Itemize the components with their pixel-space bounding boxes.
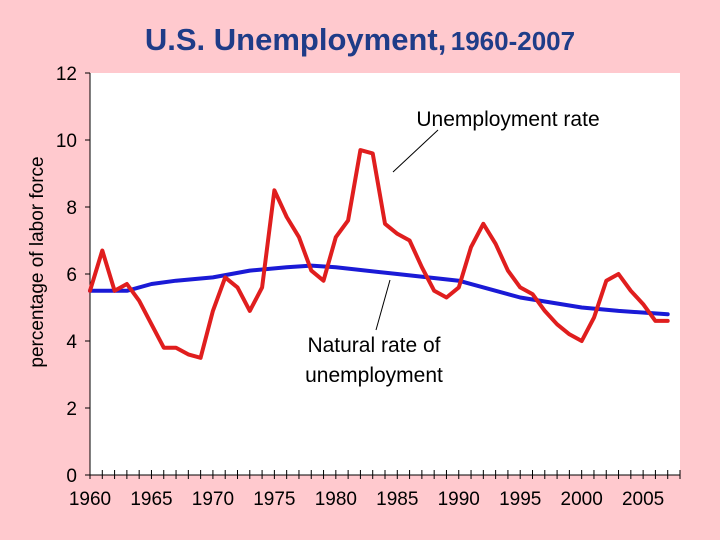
- y-tick-label: 8: [66, 198, 77, 219]
- x-tick-label: 2000: [561, 489, 603, 510]
- x-tick-label: 1965: [130, 489, 172, 510]
- y-tick-label: 10: [56, 131, 77, 152]
- y-tick-label: 2: [66, 399, 77, 420]
- chart-title-main: U.S. Unemployment,: [144, 22, 447, 57]
- chart-title-years: 1960-2007: [450, 26, 576, 56]
- annotation-natural-label-line2: unemployment: [305, 364, 443, 387]
- x-axis: 1960 1965 1970 1975 1980 1985 1990 1995 2000 2005: [69, 470, 681, 510]
- unemployment-rate-line: [88, 148, 670, 360]
- y-tick-label: 12: [56, 64, 77, 85]
- x-tick-label: 1985: [376, 489, 418, 510]
- y-tick-label: 6: [66, 265, 77, 286]
- annotation-natural-label-line1: Natural rate of: [307, 334, 440, 357]
- y-axis-label: percentage of labor force: [27, 156, 48, 367]
- annotation-leader-natural: [375, 279, 391, 331]
- y-tick-label: 4: [66, 332, 77, 353]
- x-tick-label: 1960: [69, 489, 111, 510]
- annotation-leader-unemployment: [392, 129, 439, 173]
- x-tick-label: 2005: [622, 489, 664, 510]
- y-axis: 0 2 4 6 8 10 12: [56, 64, 91, 487]
- x-tick-label: 1990: [438, 489, 480, 510]
- x-tick-label: 1970: [192, 489, 234, 510]
- x-tick-label: 1975: [253, 489, 295, 510]
- annotation-unemployment-label: Unemployment rate: [416, 108, 599, 131]
- x-tick-label: 1980: [315, 489, 357, 510]
- chart-title: U.S. Unemployment, 1960-2007: [0, 22, 720, 58]
- y-tick-label: 0: [66, 466, 77, 487]
- annotation-natural-rate: Natural rate of unemployment: [305, 279, 443, 387]
- x-tick-label: 1995: [499, 489, 541, 510]
- series-layer: [88, 148, 670, 360]
- annotation-unemployment-rate: Unemployment rate: [392, 108, 600, 173]
